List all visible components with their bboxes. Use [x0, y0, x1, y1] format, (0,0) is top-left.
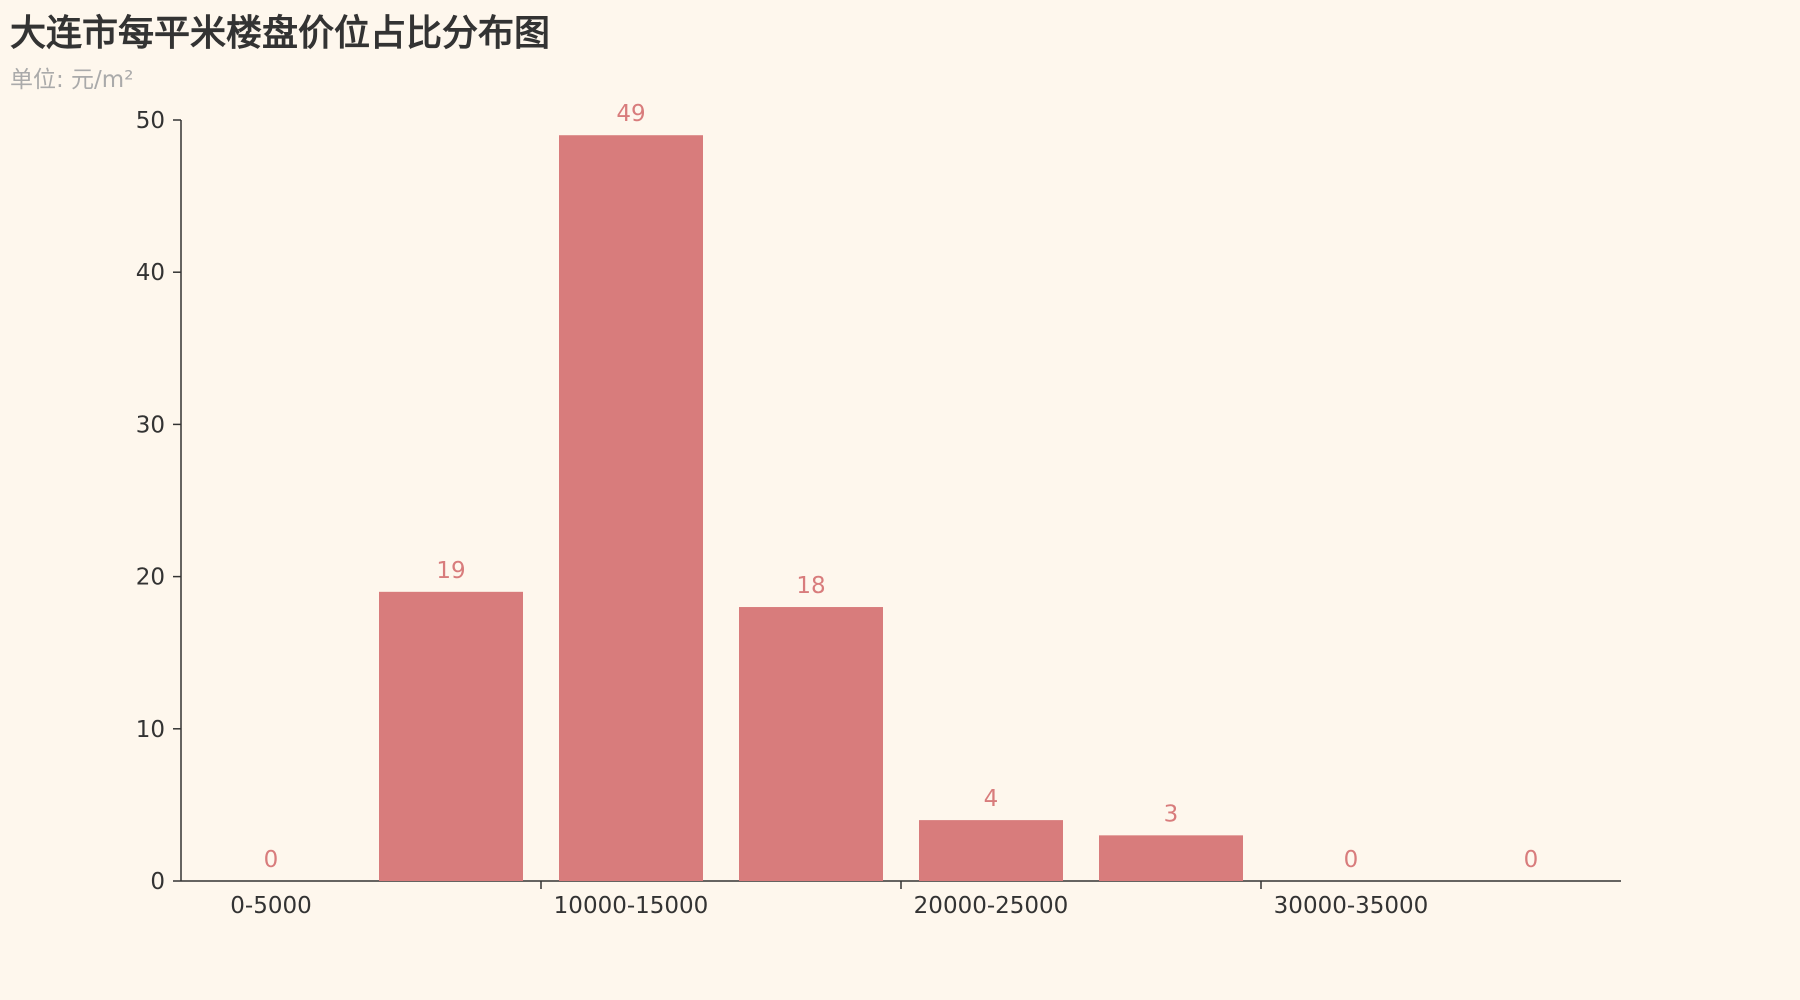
bar-value-label: 18: [796, 573, 825, 599]
bar-value-label: 4: [984, 786, 999, 812]
bar-value-label: 0: [1344, 847, 1359, 873]
x-tick-label: 20000-25000: [914, 893, 1069, 919]
bar: [559, 135, 703, 882]
y-tick-label: 30: [136, 412, 165, 438]
chart-title: 大连市每平米楼盘价位占比分布图: [10, 13, 551, 54]
x-tick-label: 0-5000: [230, 893, 311, 919]
bar: [919, 820, 1063, 881]
bar: [379, 591, 523, 881]
bar-value-label: 0: [264, 847, 279, 873]
y-tick-label: 40: [136, 260, 165, 286]
bar-value-label: 49: [616, 101, 645, 127]
y-tick-label: 20: [136, 565, 165, 591]
bar-value-label: 0: [1524, 847, 1539, 873]
x-tick-label: 10000-15000: [554, 893, 709, 919]
bar-value-label: 19: [436, 558, 465, 584]
y-tick-label: 0: [150, 869, 165, 895]
x-tick-label: 30000-35000: [1274, 893, 1429, 919]
bar: [739, 607, 883, 881]
bar: [1099, 835, 1243, 881]
y-tick-label: 10: [136, 717, 165, 743]
y-tick-label: 50: [136, 108, 165, 134]
bar-value-label: 3: [1164, 801, 1179, 827]
chart-subtitle: 单位: 元/m²: [10, 67, 134, 93]
